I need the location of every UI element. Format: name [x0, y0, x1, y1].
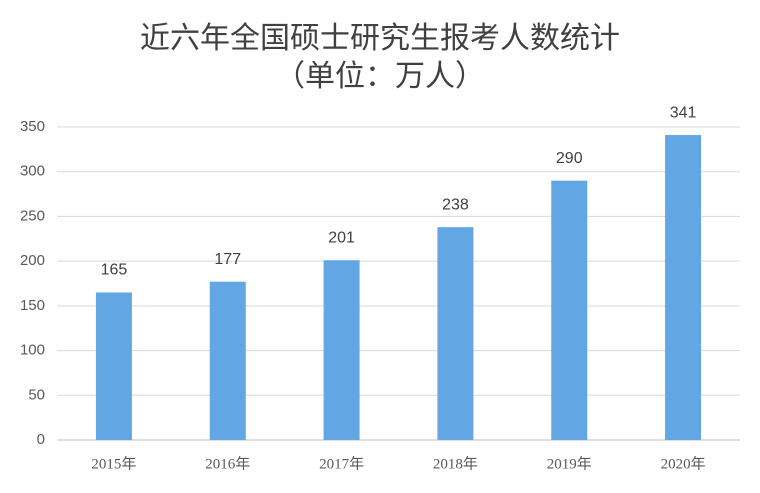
bar	[209, 281, 246, 440]
y-tick-label: 350	[20, 118, 45, 135]
x-tick-label: 2020年	[661, 455, 706, 472]
bar	[323, 260, 360, 440]
x-tick-label: 2019年	[547, 455, 592, 472]
value-label: 201	[328, 229, 355, 246]
chart-title: 近六年全国硕士研究生报考人数统计	[140, 21, 620, 56]
bar	[95, 292, 132, 440]
y-tick-label: 50	[28, 386, 45, 403]
y-tick-label: 300	[20, 163, 45, 180]
value-label: 341	[670, 104, 697, 121]
y-tick-label: 150	[20, 297, 45, 314]
x-tick-label: 2018年	[433, 455, 478, 472]
y-tick-label: 250	[20, 207, 45, 224]
y-tick-label: 200	[20, 252, 45, 269]
y-tick-label: 100	[20, 342, 45, 359]
chart-subtitle: （单位：万人）	[275, 59, 485, 94]
value-label: 165	[101, 262, 128, 279]
x-tick-label: 2015年	[91, 455, 136, 472]
bar	[551, 180, 588, 440]
x-tick-label: 2017年	[319, 455, 364, 472]
x-tick-label: 2016年	[205, 455, 250, 472]
value-label: 290	[556, 150, 583, 167]
value-label: 177	[214, 251, 241, 268]
bar	[437, 227, 474, 440]
bar	[665, 135, 702, 440]
value-label: 238	[442, 196, 469, 213]
y-tick-label: 0	[37, 431, 45, 448]
